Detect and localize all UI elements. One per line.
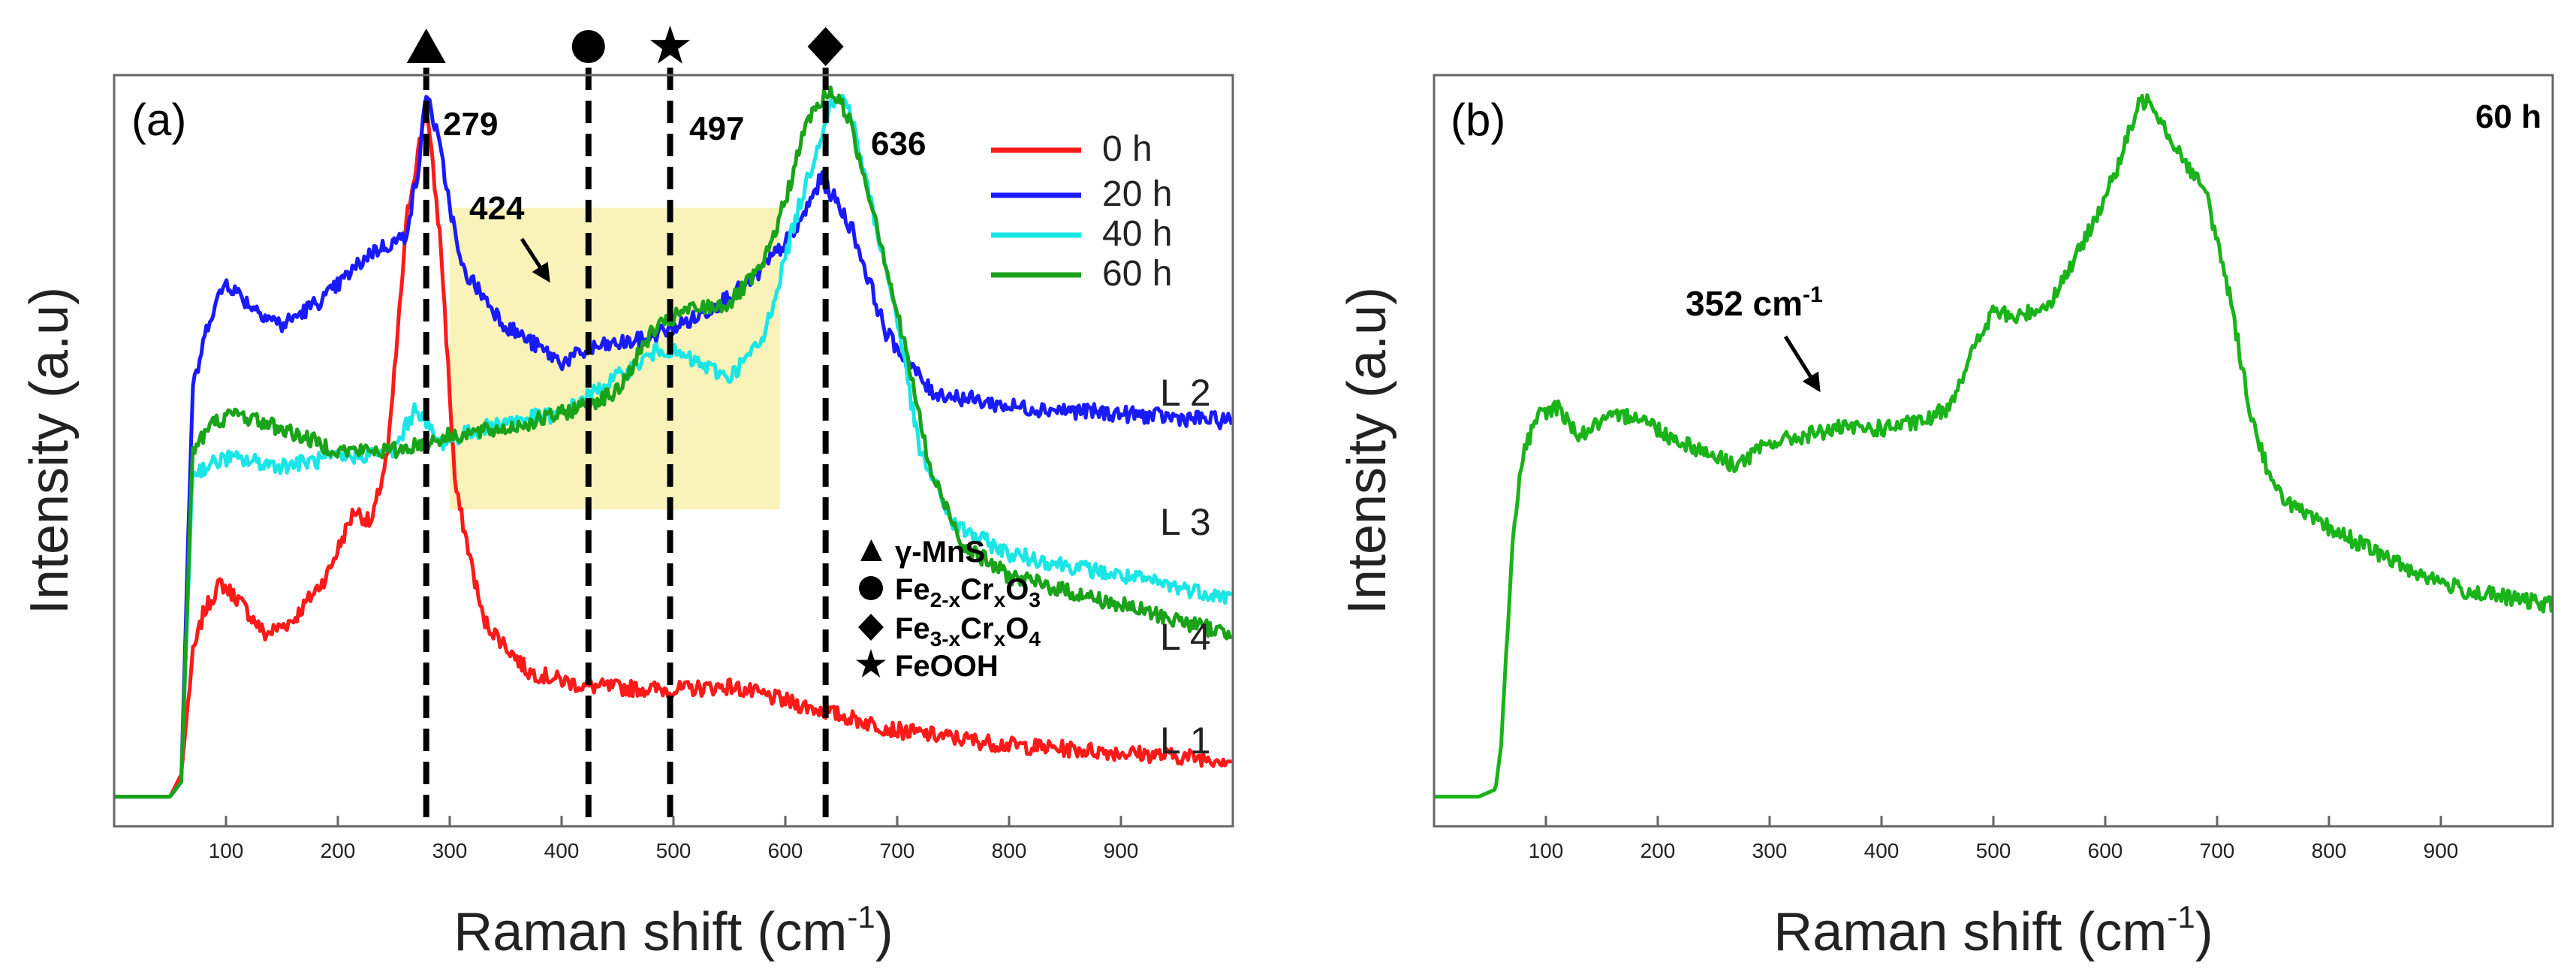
panel-a-reference-lines xyxy=(406,26,844,826)
panel-a-label: (a) xyxy=(131,95,186,145)
line-label-l1: L 1 xyxy=(1160,720,1211,762)
x-tick-label: 300 xyxy=(432,839,468,862)
peak-label-636: 636 xyxy=(871,125,926,162)
panel-a: 100 200 300 400 500 600 700 800 900 (a) Intensit… xyxy=(20,26,1234,962)
line-label-l2: L 2 xyxy=(1160,372,1211,414)
x-tick-label: 500 xyxy=(1976,839,2011,862)
x-tick-label: 600 xyxy=(768,839,803,862)
x-tick-label: 600 xyxy=(2088,839,2123,862)
x-tick-label: 300 xyxy=(1752,839,1788,862)
panel-b-label: (b) xyxy=(1451,95,1505,145)
triangle-marker-icon xyxy=(406,29,446,63)
series-line-60h xyxy=(1433,93,2553,799)
x-tick-label: 100 xyxy=(1529,839,1564,862)
panel-a-x-axis-title: Raman shift (cm-1) xyxy=(453,899,893,962)
series-legend: 0 h 20 h 40 h 60 h xyxy=(991,129,1172,294)
peak-424-arrow xyxy=(520,237,550,283)
legend-star-icon xyxy=(856,649,886,678)
x-tick-label: 400 xyxy=(544,839,580,862)
series-line-60h xyxy=(113,85,1234,799)
legend-diamond-icon xyxy=(858,614,884,641)
panel-b: 100 200 300 400 500 600 700 800 900 (b) 60 h Int… xyxy=(1337,74,2554,962)
x-tick-label: 400 xyxy=(1864,839,1900,862)
legend-label-60h: 60 h xyxy=(1102,254,1172,294)
circle-marker-icon xyxy=(571,30,605,63)
peak-label-424: 424 xyxy=(469,190,525,227)
legend-label-40h: 40 h xyxy=(1102,214,1172,254)
x-tick-label: 500 xyxy=(656,839,691,862)
legend-triangle-icon xyxy=(860,539,882,561)
panel-b-y-axis-title: Intensity (a.u) xyxy=(1337,287,1397,614)
panel-a-highlight xyxy=(450,207,780,510)
x-tick-label: 900 xyxy=(1104,839,1139,862)
peak-label-497: 497 xyxy=(689,110,744,147)
panel-b-frame xyxy=(1433,74,2554,828)
legend-circle-icon xyxy=(859,576,883,600)
panel-b-corner-label: 60 h xyxy=(2475,98,2541,135)
legend-label-20h: 20 h xyxy=(1102,174,1172,214)
panel-a-y-axis-title: Intensity (a.u) xyxy=(20,287,80,614)
phase-label-feooh: FeOOH xyxy=(895,650,999,683)
diamond-marker-icon xyxy=(807,27,844,66)
panel-b-x-ticks: 100 200 300 400 500 600 700 800 900 xyxy=(1529,816,2459,862)
legend-label-0h: 0 h xyxy=(1102,129,1152,169)
panel-b-series xyxy=(1433,93,2553,799)
x-tick-label: 800 xyxy=(2312,839,2347,862)
x-tick-label: 700 xyxy=(880,839,915,862)
line-label-l4: L 4 xyxy=(1160,616,1211,658)
x-tick-label: 200 xyxy=(321,839,356,862)
line-label-l3: L 3 xyxy=(1160,501,1211,543)
panel-a-x-ticks: 100 200 300 400 500 600 700 800 900 xyxy=(209,816,1139,862)
phase-label-mns: γ-MnS xyxy=(895,536,985,569)
star-marker-icon xyxy=(649,26,691,64)
annotation-352-arrow xyxy=(1783,335,1821,393)
phase-label-fe2o3: Fe2-xCrxO3 xyxy=(895,573,1041,611)
x-tick-label: 100 xyxy=(209,839,244,862)
phase-legend: γ-MnS Fe2-xCrxO3 Fe3-xCrxO4 FeOOH xyxy=(856,536,1041,683)
series-line-0h xyxy=(113,107,1232,799)
phase-label-fe3o4: Fe3-xCrxO4 xyxy=(895,612,1041,651)
x-tick-label: 800 xyxy=(992,839,1027,862)
peak-label-279: 279 xyxy=(443,106,498,143)
x-tick-label: 200 xyxy=(1641,839,1676,862)
x-tick-label: 700 xyxy=(2200,839,2235,862)
panel-b-x-axis-title: Raman shift (cm-1) xyxy=(1773,899,2213,962)
annotation-352: 352 cm-1 xyxy=(1686,282,1823,323)
x-tick-label: 900 xyxy=(2424,839,2459,862)
